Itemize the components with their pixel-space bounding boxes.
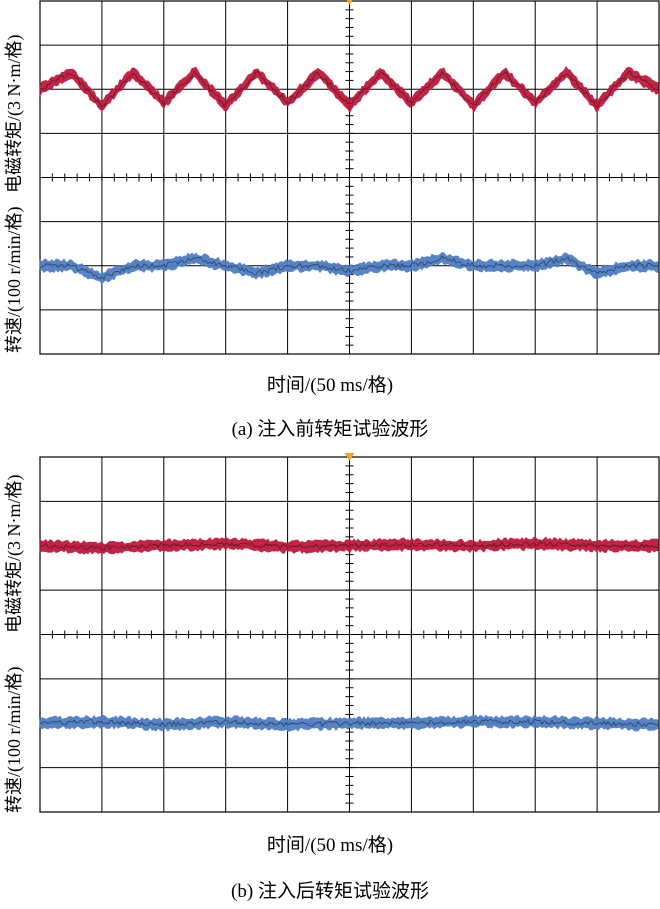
series-line-torque <box>39 541 659 551</box>
ylabel-torque-b: 电磁转矩/(3 N·m/格) <box>4 474 24 633</box>
caption-b: (b) 注入后转矩试验波形 <box>231 881 429 902</box>
series-line-torque <box>39 70 659 108</box>
xlabel-b: 时间/(50 ms/格) <box>266 835 394 856</box>
oscilloscope-grid-a <box>39 0 660 355</box>
xlabel-a: 时间/(50 ms/格) <box>266 375 394 396</box>
series-band-speed <box>39 252 659 285</box>
caption-a: (a) 注入前转矩试验波形 <box>231 419 429 440</box>
panel-a: 电磁转矩/(3 N·m/格) 转速/(100 r/min/格) 时间/(50 m… <box>0 0 660 445</box>
series-band-torque <box>39 65 659 114</box>
ylabel-speed-a: 转速/(100 r/min/格) <box>4 206 24 354</box>
ylabel-torque-a: 电磁转矩/(3 N·m/格) <box>4 34 24 193</box>
trigger-marker-icon <box>346 0 353 5</box>
trigger-marker-icon <box>344 453 355 461</box>
panel-b: 电磁转矩/(3 N·m/格) 转速/(100 r/min/格) 时间/(50 m… <box>0 453 660 909</box>
oscilloscope-grid-b <box>39 453 660 813</box>
ylabel-speed-b: 转速/(100 r/min/格) <box>4 666 24 814</box>
series-line-speed <box>39 718 659 728</box>
series-line-speed <box>39 255 659 280</box>
series-band-speed <box>39 714 659 733</box>
